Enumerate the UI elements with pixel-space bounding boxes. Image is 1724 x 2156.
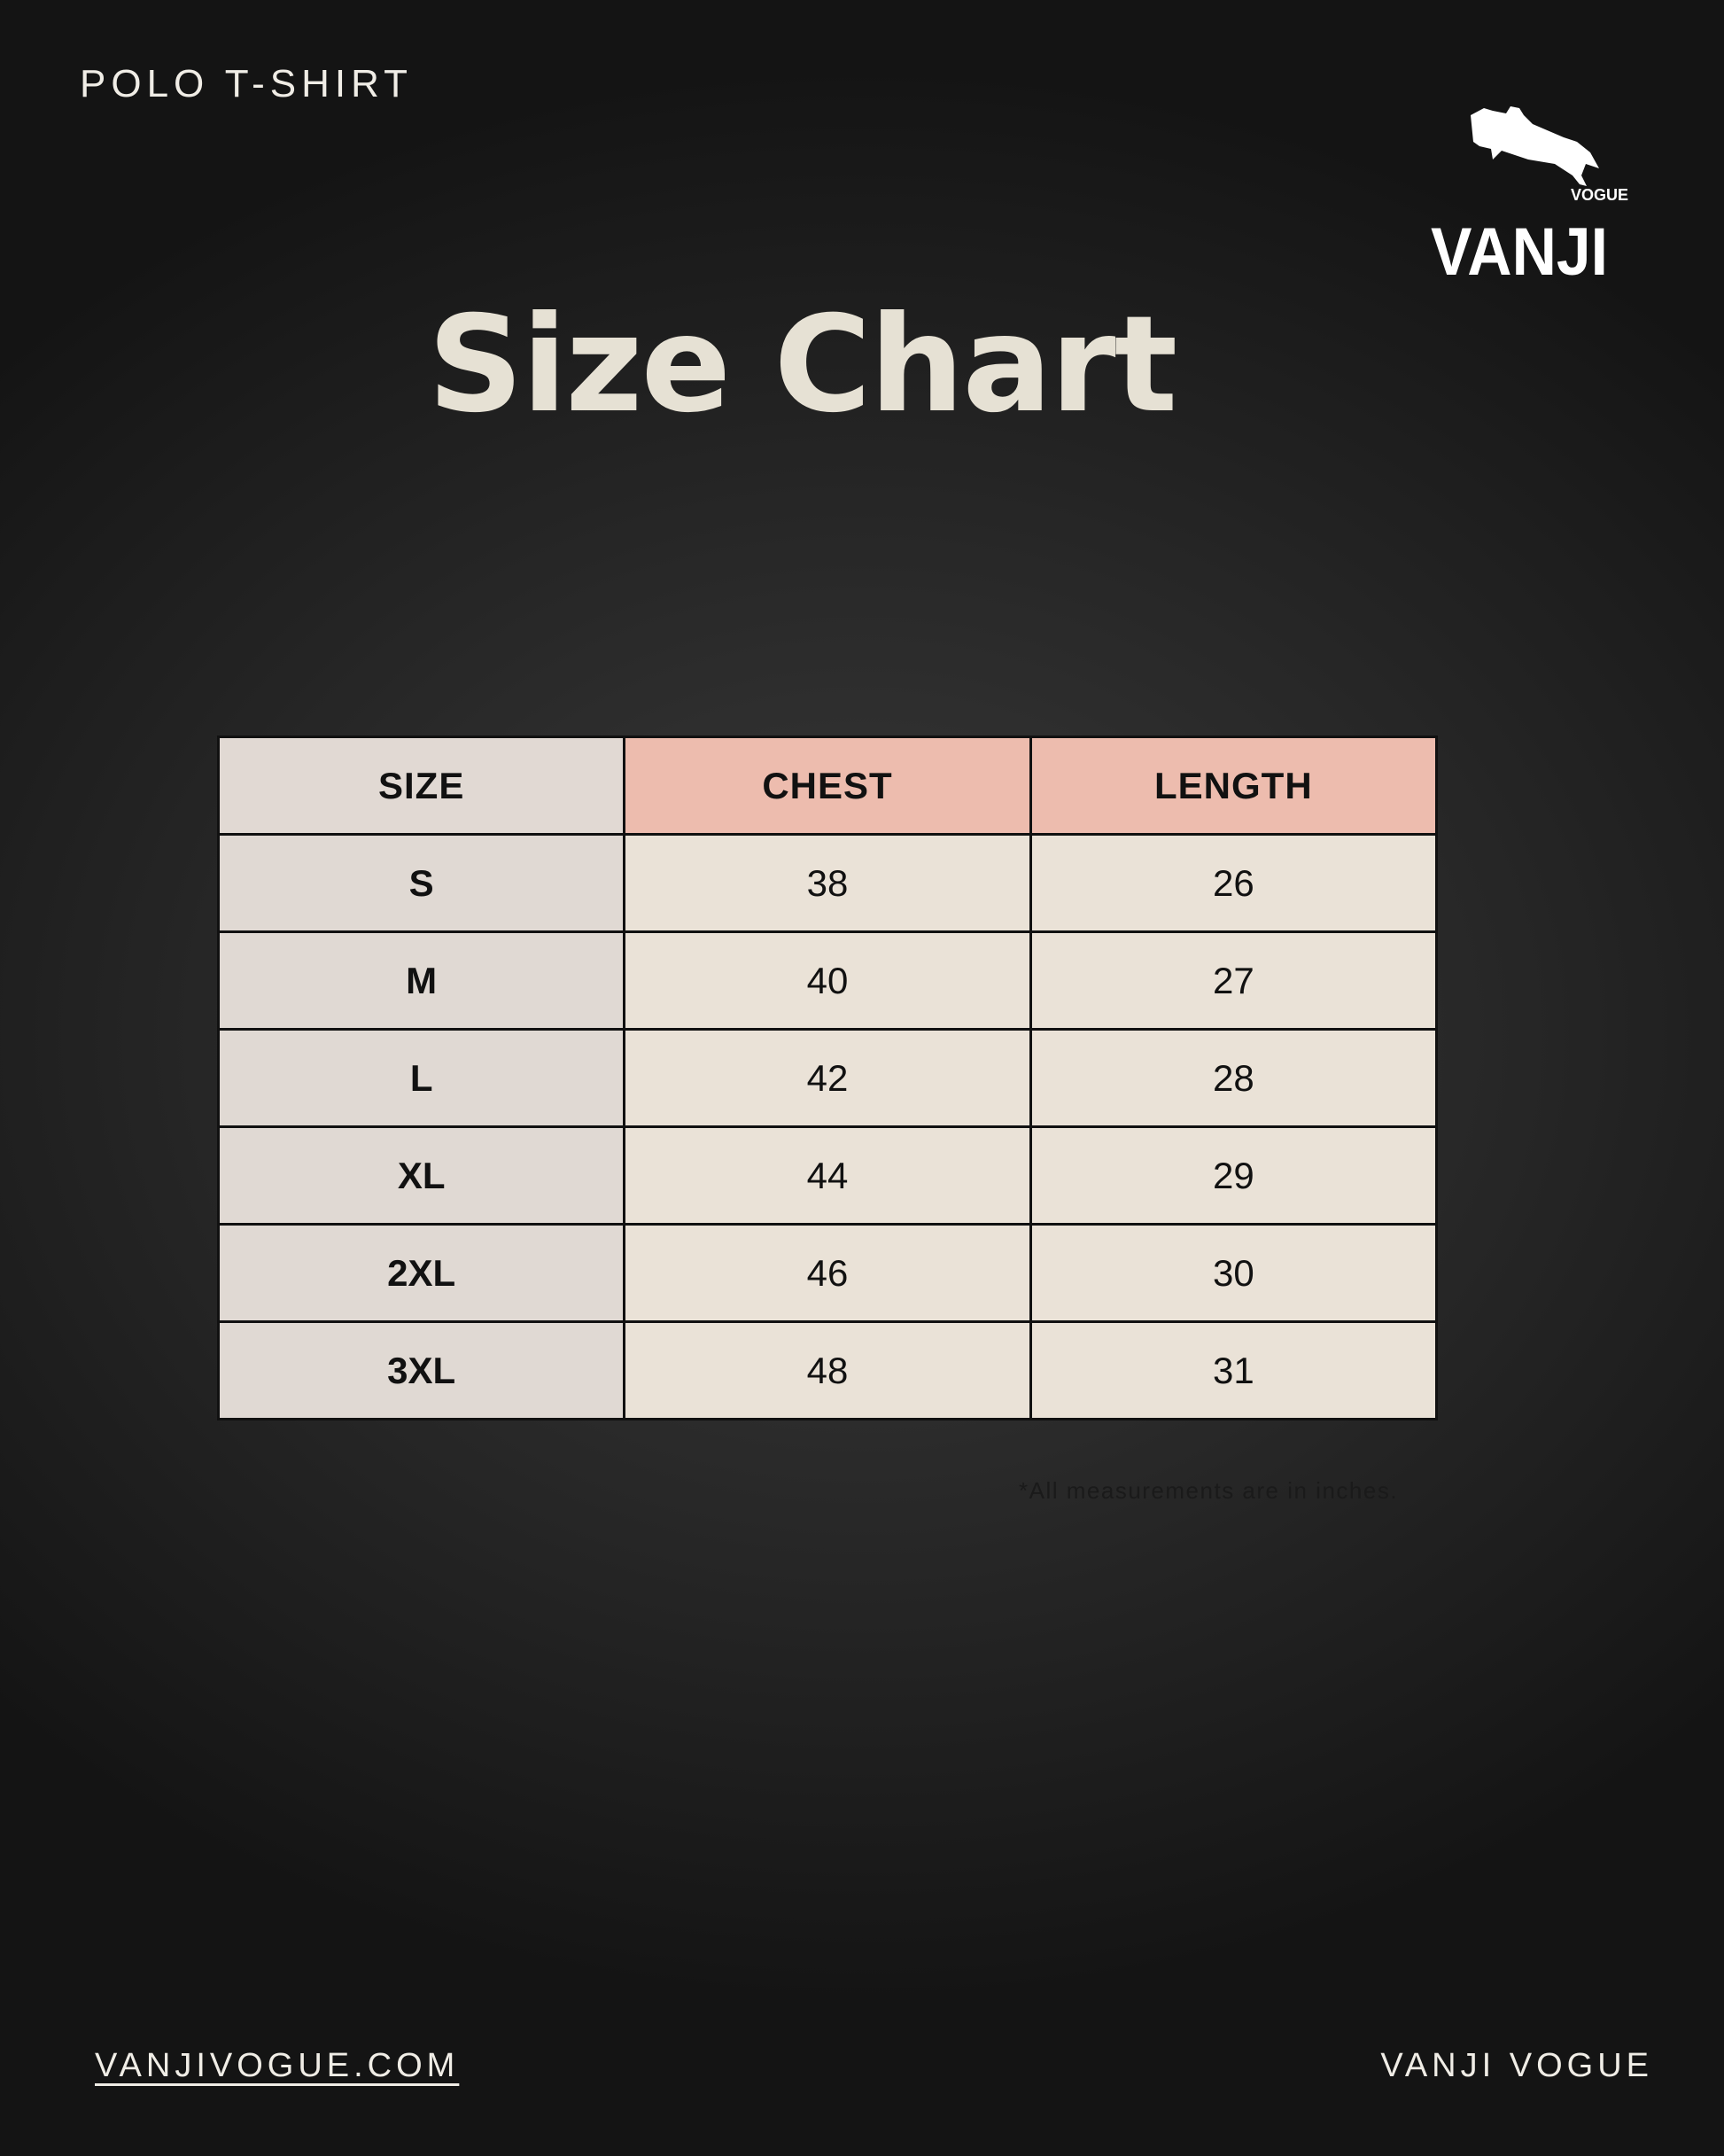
- table-row: 2XL 46 30: [216, 1223, 1439, 1323]
- table-header-row: SIZE CHEST LENGTH: [216, 736, 1439, 836]
- table-row: M 40 27: [216, 930, 1439, 1031]
- column-header-chest: CHEST: [623, 736, 1032, 836]
- cell-size: XL: [216, 1125, 626, 1226]
- page-title: Size Chart: [427, 288, 1177, 442]
- measurement-note: *All measurements are in inches.: [1019, 1477, 1399, 1504]
- cell-chest: 46: [623, 1223, 1032, 1323]
- footer-brand: VANJI VOGUE: [1380, 2047, 1653, 2084]
- cell-size: S: [216, 833, 626, 933]
- cell-length: 26: [1029, 833, 1439, 933]
- product-label: POLO T-SHIRT: [80, 62, 414, 105]
- cell-size: M: [216, 930, 626, 1031]
- cell-length: 31: [1029, 1320, 1439, 1420]
- table-row: 3XL 48 31: [216, 1320, 1439, 1420]
- table-row: XL 44 29: [216, 1125, 1439, 1226]
- cell-length: 28: [1029, 1028, 1439, 1128]
- website-link[interactable]: VANJIVOGUE.COM: [95, 2047, 460, 2084]
- cell-length: 30: [1029, 1223, 1439, 1323]
- cell-chest: 48: [623, 1320, 1032, 1420]
- cell-chest: 40: [623, 930, 1032, 1031]
- cell-size: L: [216, 1028, 626, 1128]
- logo-sub-text: VOGUE: [1571, 186, 1628, 204]
- column-header-size: SIZE: [216, 736, 626, 836]
- horse-rider-icon: [1471, 106, 1599, 186]
- cell-chest: 44: [623, 1125, 1032, 1226]
- cell-chest: 38: [623, 833, 1032, 933]
- table-row: S 38 26: [216, 833, 1439, 933]
- table-row: L 42 28: [216, 1028, 1439, 1128]
- cell-length: 27: [1029, 930, 1439, 1031]
- cell-size: 3XL: [216, 1320, 626, 1420]
- cell-size: 2XL: [216, 1223, 626, 1323]
- logo-brand-text: VANJI: [1431, 214, 1608, 284]
- cell-length: 29: [1029, 1125, 1439, 1226]
- cell-chest: 42: [623, 1028, 1032, 1128]
- size-table: SIZE CHEST LENGTH S 38 26 M 40 27 L 42 28 XL 44 29 2…: [216, 736, 1439, 1420]
- vanji-vogue-logo: VOGUE VANJI: [1431, 106, 1628, 284]
- column-header-length: LENGTH: [1029, 736, 1439, 836]
